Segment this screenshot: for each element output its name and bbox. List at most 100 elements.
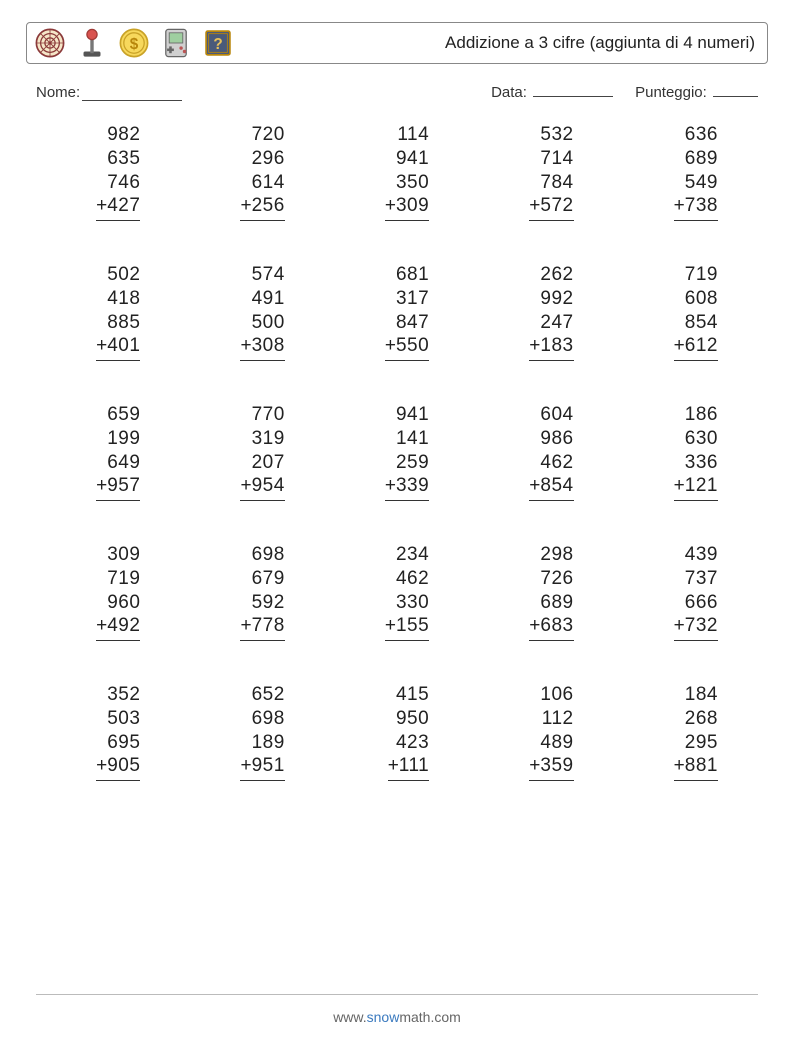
addend: 714	[540, 147, 573, 171]
addition-problem: 659199649+957	[36, 403, 180, 501]
plus-sign: +	[240, 474, 251, 498]
addend: 881	[685, 754, 718, 778]
addend: 679	[252, 567, 285, 591]
addend: 350	[396, 171, 429, 195]
score-field-group: Punteggio:	[635, 82, 758, 101]
score-label: Punteggio:	[635, 84, 707, 101]
coin-icon: $	[117, 26, 151, 60]
last-addend-row: +957	[96, 474, 140, 501]
plus-sign: +	[385, 334, 396, 358]
last-addend-row: +881	[674, 754, 718, 781]
last-addend-row: +778	[240, 614, 284, 641]
addition-problem: 298726689+683	[469, 543, 613, 641]
last-addend-row: +339	[385, 474, 429, 501]
addend: 427	[107, 194, 140, 218]
addend: 489	[540, 731, 573, 755]
addition-problem: 309719960+492	[36, 543, 180, 641]
info-row: Nome: Data: Punteggio:	[36, 82, 758, 101]
addend: 695	[107, 731, 140, 755]
addend: 681	[396, 263, 429, 287]
last-addend-row: +256	[240, 194, 284, 221]
addend: 737	[685, 567, 718, 591]
addend: 259	[396, 451, 429, 475]
addend: 247	[540, 311, 573, 335]
last-addend-row: +427	[96, 194, 140, 221]
addend: 317	[396, 287, 429, 311]
addend: 738	[685, 194, 718, 218]
addend: 666	[685, 591, 718, 615]
plus-sign: +	[674, 194, 685, 218]
addition-problem: 439737666+732	[614, 543, 758, 641]
addend: 649	[107, 451, 140, 475]
problems-grid: 982635746+427720296614+256114941350+3095…	[26, 123, 768, 781]
addend: 659	[107, 403, 140, 427]
addend: 549	[685, 171, 718, 195]
last-addend-row: +308	[240, 334, 284, 361]
addition-problem: 114941350+309	[325, 123, 469, 221]
addition-problem: 186630336+121	[614, 403, 758, 501]
date-blank-line[interactable]	[533, 82, 613, 97]
addend: 636	[685, 123, 718, 147]
addition-problem: 698679592+778	[180, 543, 324, 641]
addend: 885	[107, 311, 140, 335]
addend: 296	[252, 147, 285, 171]
addend: 689	[685, 147, 718, 171]
addend: 574	[252, 263, 285, 287]
plus-sign: +	[529, 614, 540, 638]
last-addend-row: +732	[674, 614, 718, 641]
addend: 847	[396, 311, 429, 335]
addend: 635	[107, 147, 140, 171]
svg-text:$: $	[130, 36, 139, 53]
name-blank-line[interactable]	[82, 86, 182, 101]
addend: 418	[107, 287, 140, 311]
footer-suffix: math.com	[399, 1009, 460, 1025]
addition-problem: 184268295+881	[614, 683, 758, 781]
addend: 309	[107, 543, 140, 567]
addition-problem: 502418885+401	[36, 263, 180, 361]
addend: 339	[396, 474, 429, 498]
joystick-icon	[75, 26, 109, 60]
last-addend-row: +155	[385, 614, 429, 641]
addend: 572	[540, 194, 573, 218]
addend: 652	[252, 683, 285, 707]
addend: 262	[540, 263, 573, 287]
addend: 726	[540, 567, 573, 591]
name-label: Nome:	[36, 84, 80, 101]
plus-sign: +	[240, 334, 251, 358]
addend: 183	[540, 334, 573, 358]
addend: 256	[252, 194, 285, 218]
addend: 184	[685, 683, 718, 707]
addend: 719	[685, 263, 718, 287]
footer-divider	[36, 994, 758, 995]
score-blank-line[interactable]	[713, 82, 758, 97]
addend: 784	[540, 171, 573, 195]
addition-problem: 415950423+111	[325, 683, 469, 781]
plus-sign: +	[96, 754, 107, 778]
addend: 112	[542, 707, 574, 731]
addition-problem: 106112489+359	[469, 683, 613, 781]
addend: 854	[540, 474, 573, 498]
plus-sign: +	[674, 614, 685, 638]
addend: 114	[397, 123, 429, 147]
addition-problem: 681317847+550	[325, 263, 469, 361]
gameboy-icon	[159, 26, 193, 60]
addend: 951	[252, 754, 285, 778]
addend: 683	[540, 614, 573, 638]
last-addend-row: +401	[96, 334, 140, 361]
plus-sign: +	[96, 194, 107, 218]
addition-problem: 262992247+183	[469, 263, 613, 361]
addend: 630	[685, 427, 718, 451]
addend: 608	[685, 287, 718, 311]
name-field-group: Nome:	[36, 82, 182, 101]
addend: 992	[540, 287, 573, 311]
addition-problem: 719608854+612	[614, 263, 758, 361]
addend: 186	[685, 403, 718, 427]
footer-brand: snow	[367, 1009, 400, 1025]
date-field-group: Data:	[491, 82, 613, 101]
icon-row: $ ?	[33, 26, 235, 60]
addend: 121	[685, 474, 718, 498]
plus-sign: +	[388, 754, 399, 778]
last-addend-row: +854	[529, 474, 573, 501]
addend: 330	[396, 591, 429, 615]
addend: 106	[540, 683, 573, 707]
